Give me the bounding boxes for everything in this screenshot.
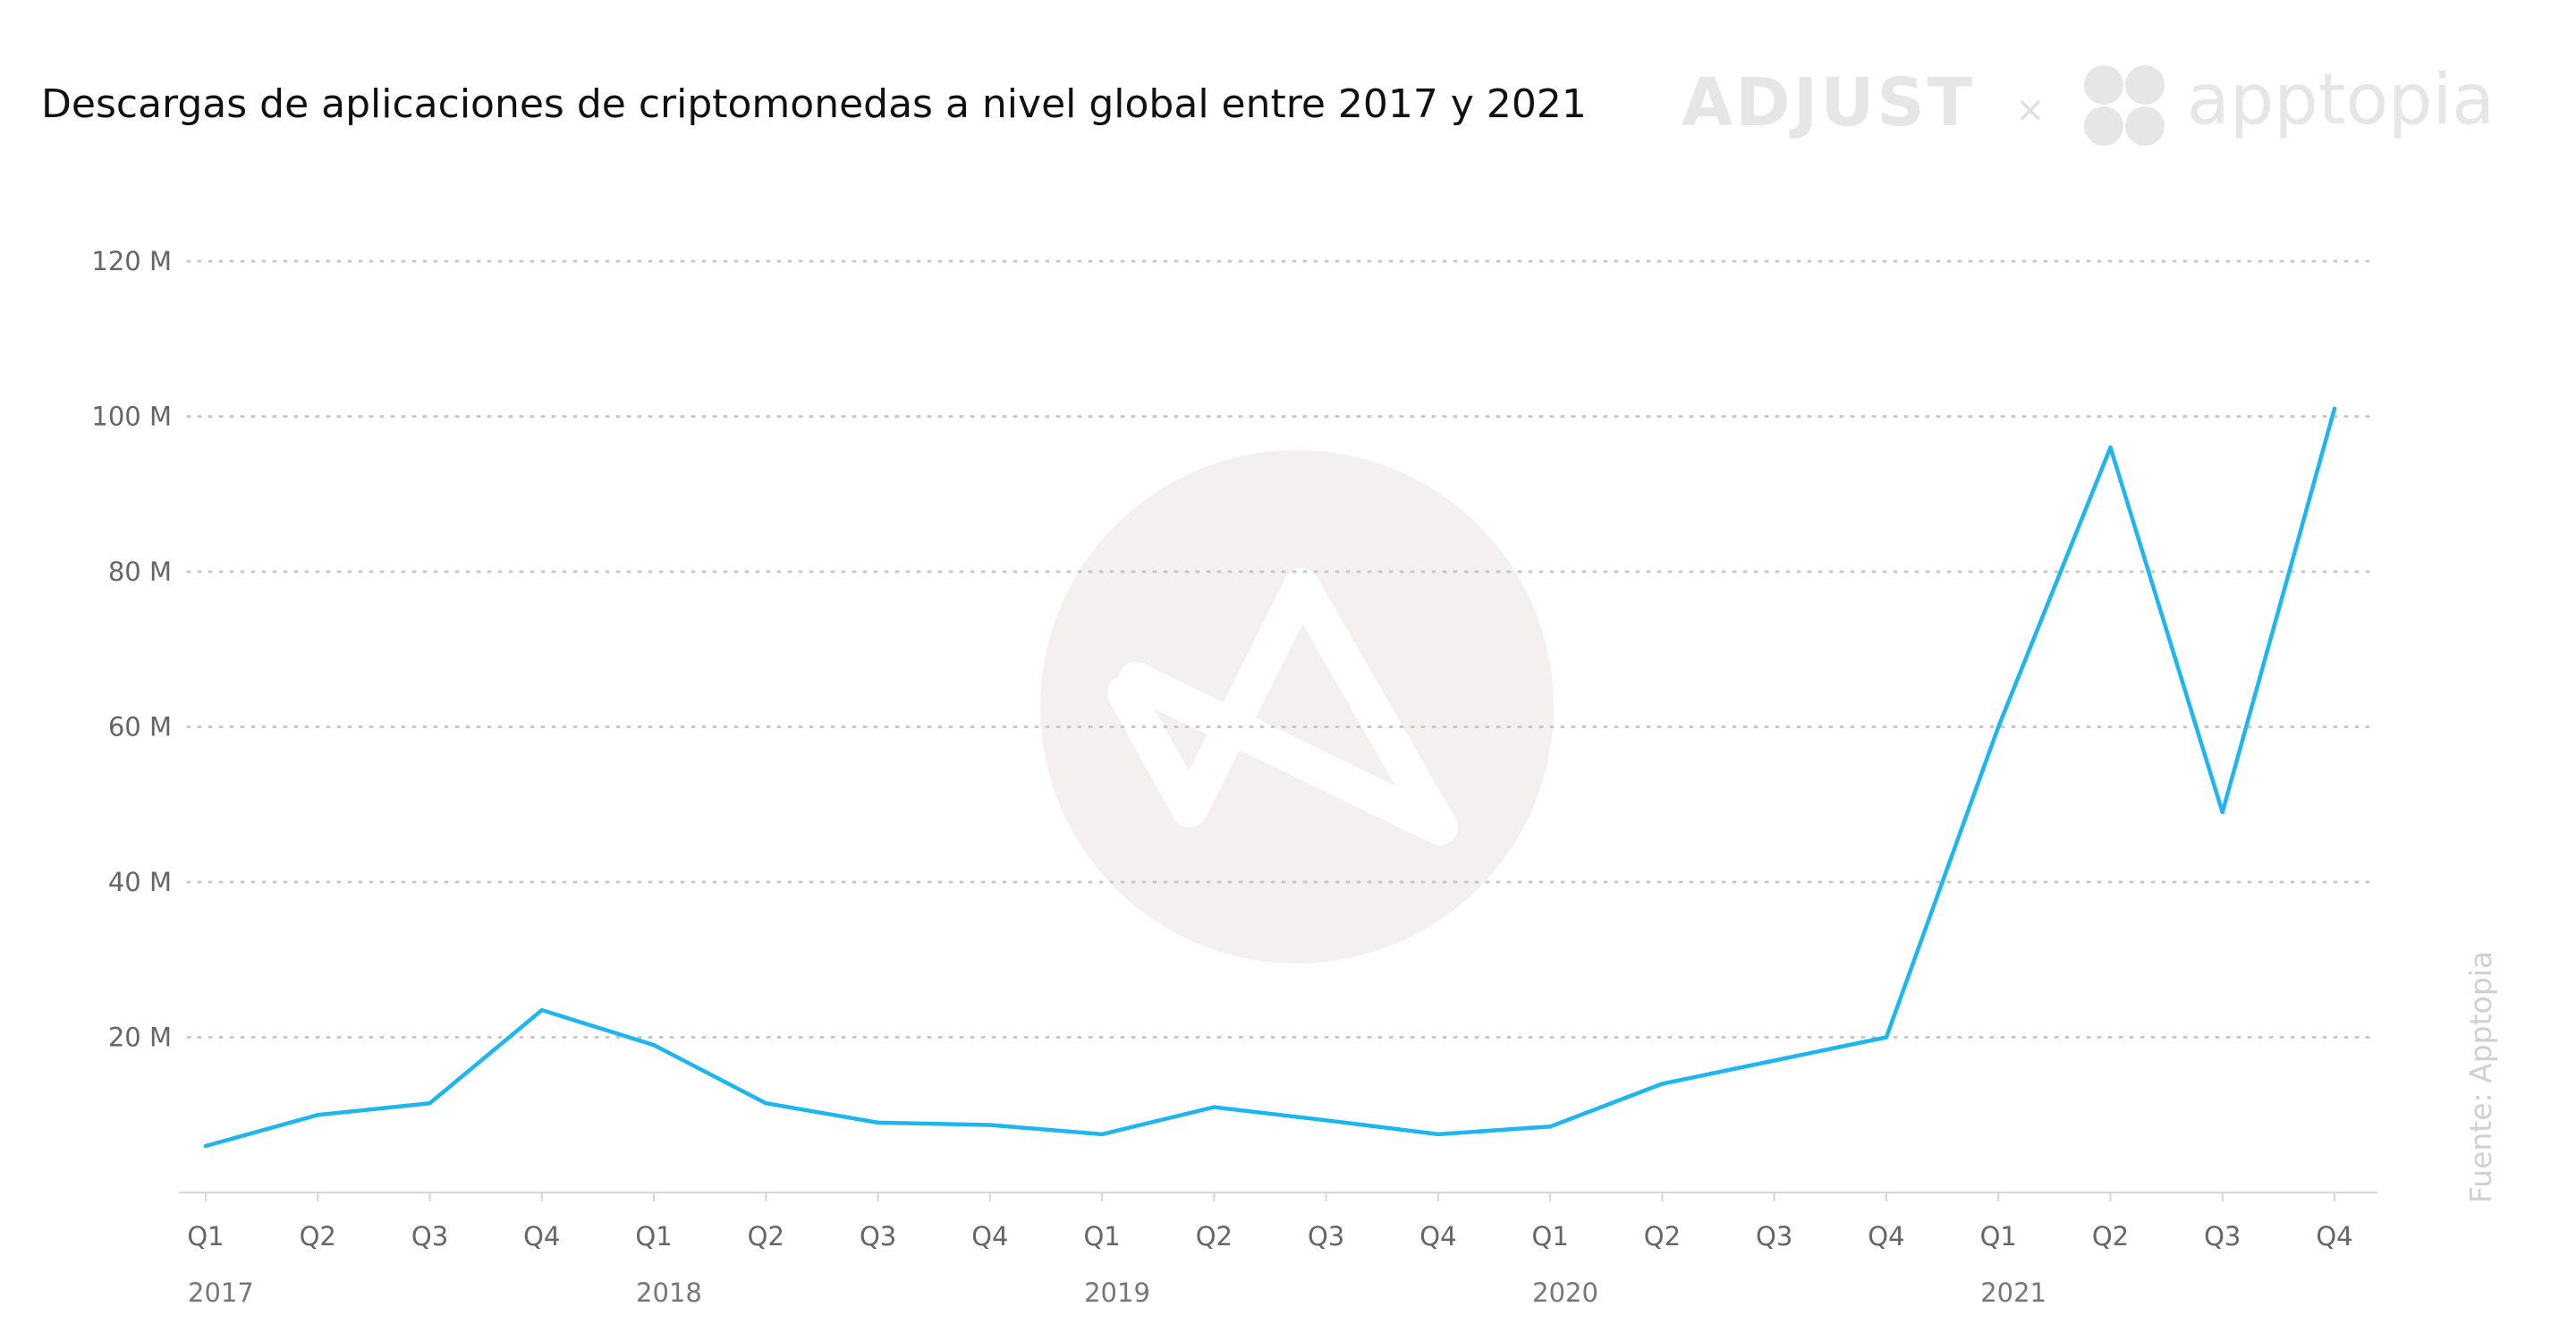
year-label: 2020	[1532, 1277, 1598, 1308]
logo-separator: ×	[2015, 89, 2046, 131]
data-point	[2332, 406, 2337, 412]
adjust-watermark-icon	[1040, 450, 1554, 963]
y-tick-label: 120 M	[91, 246, 172, 276]
data-point	[876, 1120, 880, 1125]
x-tick-label: Q2	[300, 1221, 336, 1252]
x-tick-label: Q2	[1196, 1221, 1233, 1252]
data-point	[428, 1101, 432, 1106]
year-label: 2019	[1084, 1277, 1150, 1308]
apptopia-logo: apptopia	[2084, 60, 2495, 146]
adjust-logo-text: ADJUST	[1682, 64, 1975, 141]
y-tick-label: 80 M	[108, 556, 172, 587]
x-tick-label: Q4	[1868, 1221, 1904, 1252]
x-tick-label: Q4	[2316, 1221, 2352, 1252]
chart-title: Descargas de aplicaciones de criptomoned…	[41, 81, 1587, 127]
data-point	[764, 1101, 768, 1106]
series-line	[203, 406, 2337, 1149]
series-layer	[203, 406, 2337, 1149]
x-tick-label: Q3	[1308, 1221, 1344, 1252]
x-axis-ticks	[205, 1192, 2335, 1201]
year-label: 2017	[188, 1277, 254, 1308]
x-tick-label: Q3	[2204, 1221, 2241, 1252]
data-point	[1212, 1105, 1216, 1109]
x-tick-label: Q3	[411, 1221, 448, 1252]
grid-layer	[186, 259, 2379, 1039]
y-tick-label: 60 M	[108, 712, 172, 743]
x-tick-label: Q4	[971, 1221, 1008, 1252]
data-point	[1324, 1118, 1328, 1123]
x-tick-label: Q3	[1756, 1221, 1792, 1252]
x-tick-label: Q1	[1083, 1221, 1120, 1252]
data-point	[2108, 446, 2113, 450]
x-tick-label: Q4	[523, 1221, 560, 1252]
x-axis-year-labels: 2017 2018 2019 2020 2021	[188, 1277, 2046, 1308]
data-point	[2220, 810, 2224, 815]
x-tick-label: Q2	[748, 1221, 784, 1252]
data-point	[1772, 1058, 1776, 1063]
x-tick-label: Q1	[1532, 1221, 1569, 1252]
data-point	[316, 1113, 320, 1117]
year-label: 2021	[1980, 1277, 2046, 1308]
data-point	[1099, 1132, 1105, 1137]
x-tick-label: Q1	[635, 1221, 672, 1252]
y-tick-label: 20 M	[108, 1023, 172, 1053]
data-point	[203, 1143, 208, 1149]
x-tick-label: Q2	[1644, 1221, 1681, 1252]
x-tick-label: Q1	[1980, 1221, 2017, 1252]
y-axis-labels: 20 M 40 M 60 M 80 M 100 M 120 M	[91, 246, 172, 1053]
x-tick-label: Q3	[860, 1221, 896, 1252]
data-point	[1996, 725, 2001, 729]
apptopia-logo-text: apptopia	[2187, 60, 2495, 140]
data-point	[1884, 1035, 1889, 1040]
y-tick-label: 100 M	[91, 402, 172, 432]
data-point	[1660, 1082, 1665, 1086]
data-point	[651, 1042, 657, 1048]
year-label: 2018	[636, 1277, 702, 1308]
x-tick-label: Q1	[187, 1221, 224, 1252]
source-label: Fuente: Apptopia	[2463, 951, 2498, 1203]
data-point	[1436, 1132, 1441, 1137]
data-point	[987, 1123, 993, 1127]
x-axis-labels: Q1 Q2 Q3 Q4 Q1 Q2 Q3 Q4 Q1 Q2 Q3 Q4 Q1 Q2 Q3 Q4 Q1 Q2 Q3 Q4	[187, 1221, 2352, 1252]
x-tick-label: Q4	[1419, 1221, 1456, 1252]
data-point	[539, 1007, 544, 1013]
adjust-logo: ADJUST	[1682, 64, 1975, 141]
x-tick-label: Q2	[2092, 1221, 2129, 1252]
y-tick-label: 40 M	[108, 867, 172, 897]
data-point	[1547, 1125, 1553, 1129]
apptopia-clover-icon	[2084, 65, 2165, 146]
